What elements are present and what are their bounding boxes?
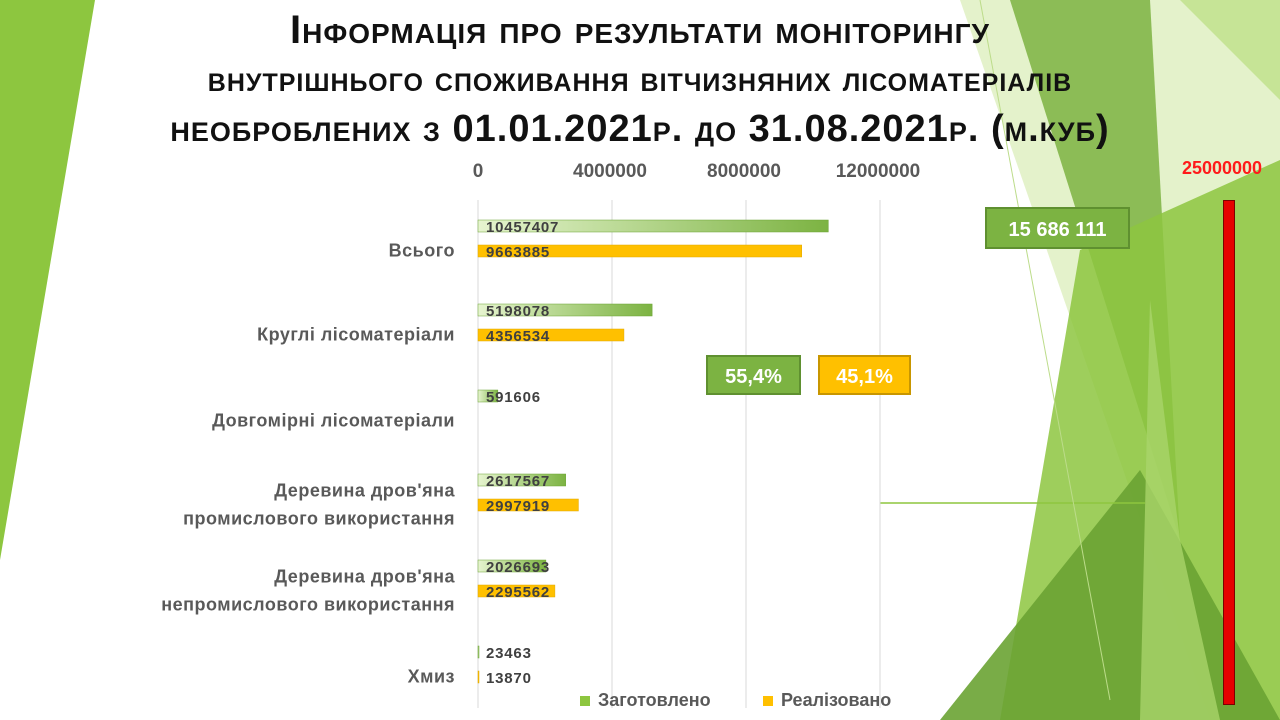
total-badge: 15 686 111 bbox=[985, 207, 1130, 249]
max-value-bar bbox=[1223, 200, 1235, 705]
x-tick-label: 12000000 bbox=[836, 161, 921, 182]
legend-label-sold: Реалізовано bbox=[781, 690, 892, 710]
category-label: непромислового використання bbox=[161, 595, 455, 615]
category-label: промислового використання bbox=[183, 509, 455, 529]
bar-harvested bbox=[477, 473, 566, 487]
data-label: 13870 bbox=[486, 670, 532, 687]
bar-sold bbox=[477, 244, 802, 258]
category-label: Круглі лісоматеріали bbox=[257, 325, 455, 345]
data-label: 2295562 bbox=[486, 584, 550, 601]
category-label: Довгомірні лісоматеріали bbox=[212, 411, 455, 431]
bar-sold bbox=[477, 498, 579, 512]
category-label: Хмиз bbox=[408, 667, 455, 687]
data-label: 4356534 bbox=[486, 328, 550, 345]
sold-percent-badge: 45,1% bbox=[818, 355, 911, 395]
harvested-percent-badge: 55,4% bbox=[706, 355, 801, 395]
bar-harvested bbox=[477, 645, 480, 659]
data-label: 10457407 bbox=[486, 219, 559, 236]
bar-sold bbox=[477, 670, 480, 684]
data-label: 2997919 bbox=[486, 498, 550, 515]
bar-harvested bbox=[477, 219, 829, 233]
data-label: 2026693 bbox=[486, 559, 550, 576]
legend-swatch-sold bbox=[763, 696, 773, 707]
bar-sold bbox=[477, 584, 556, 598]
x-tick-label: 8000000 bbox=[707, 161, 781, 182]
data-label: 9663885 bbox=[486, 244, 550, 261]
legend-item-sold: Реалізовано bbox=[763, 690, 891, 711]
category-label: Деревина дров'яна bbox=[274, 481, 455, 501]
legend-item-harvested: Заготовлено bbox=[580, 690, 711, 711]
data-label: 5198078 bbox=[486, 303, 550, 320]
page-title-line-1: Інформація про результати моніторингу bbox=[290, 8, 990, 52]
legend-swatch-harvested bbox=[580, 696, 590, 707]
category-label: Деревина дров'яна bbox=[274, 567, 455, 587]
x-tick-label: 4000000 bbox=[573, 161, 647, 182]
x-tick-label: 0 bbox=[473, 161, 484, 182]
data-label: 23463 bbox=[486, 645, 532, 662]
bar-harvested bbox=[477, 389, 499, 403]
bar-sold bbox=[477, 328, 625, 342]
page-title-line-2: внутрішнього споживання вітчизняних лісо… bbox=[207, 58, 1073, 99]
bar-harvested bbox=[477, 303, 653, 317]
max-value-label: 25000000 bbox=[1181, 158, 1263, 178]
legend-label-harvested: Заготовлено bbox=[598, 690, 711, 710]
bar-harvested bbox=[477, 559, 547, 573]
category-label: Всього bbox=[389, 241, 455, 261]
page-title-line-3: необроблених з 01.01.2021р. до 31.08.202… bbox=[170, 108, 1110, 150]
data-label: 591606 bbox=[486, 389, 541, 406]
data-label: 2617567 bbox=[486, 473, 550, 490]
